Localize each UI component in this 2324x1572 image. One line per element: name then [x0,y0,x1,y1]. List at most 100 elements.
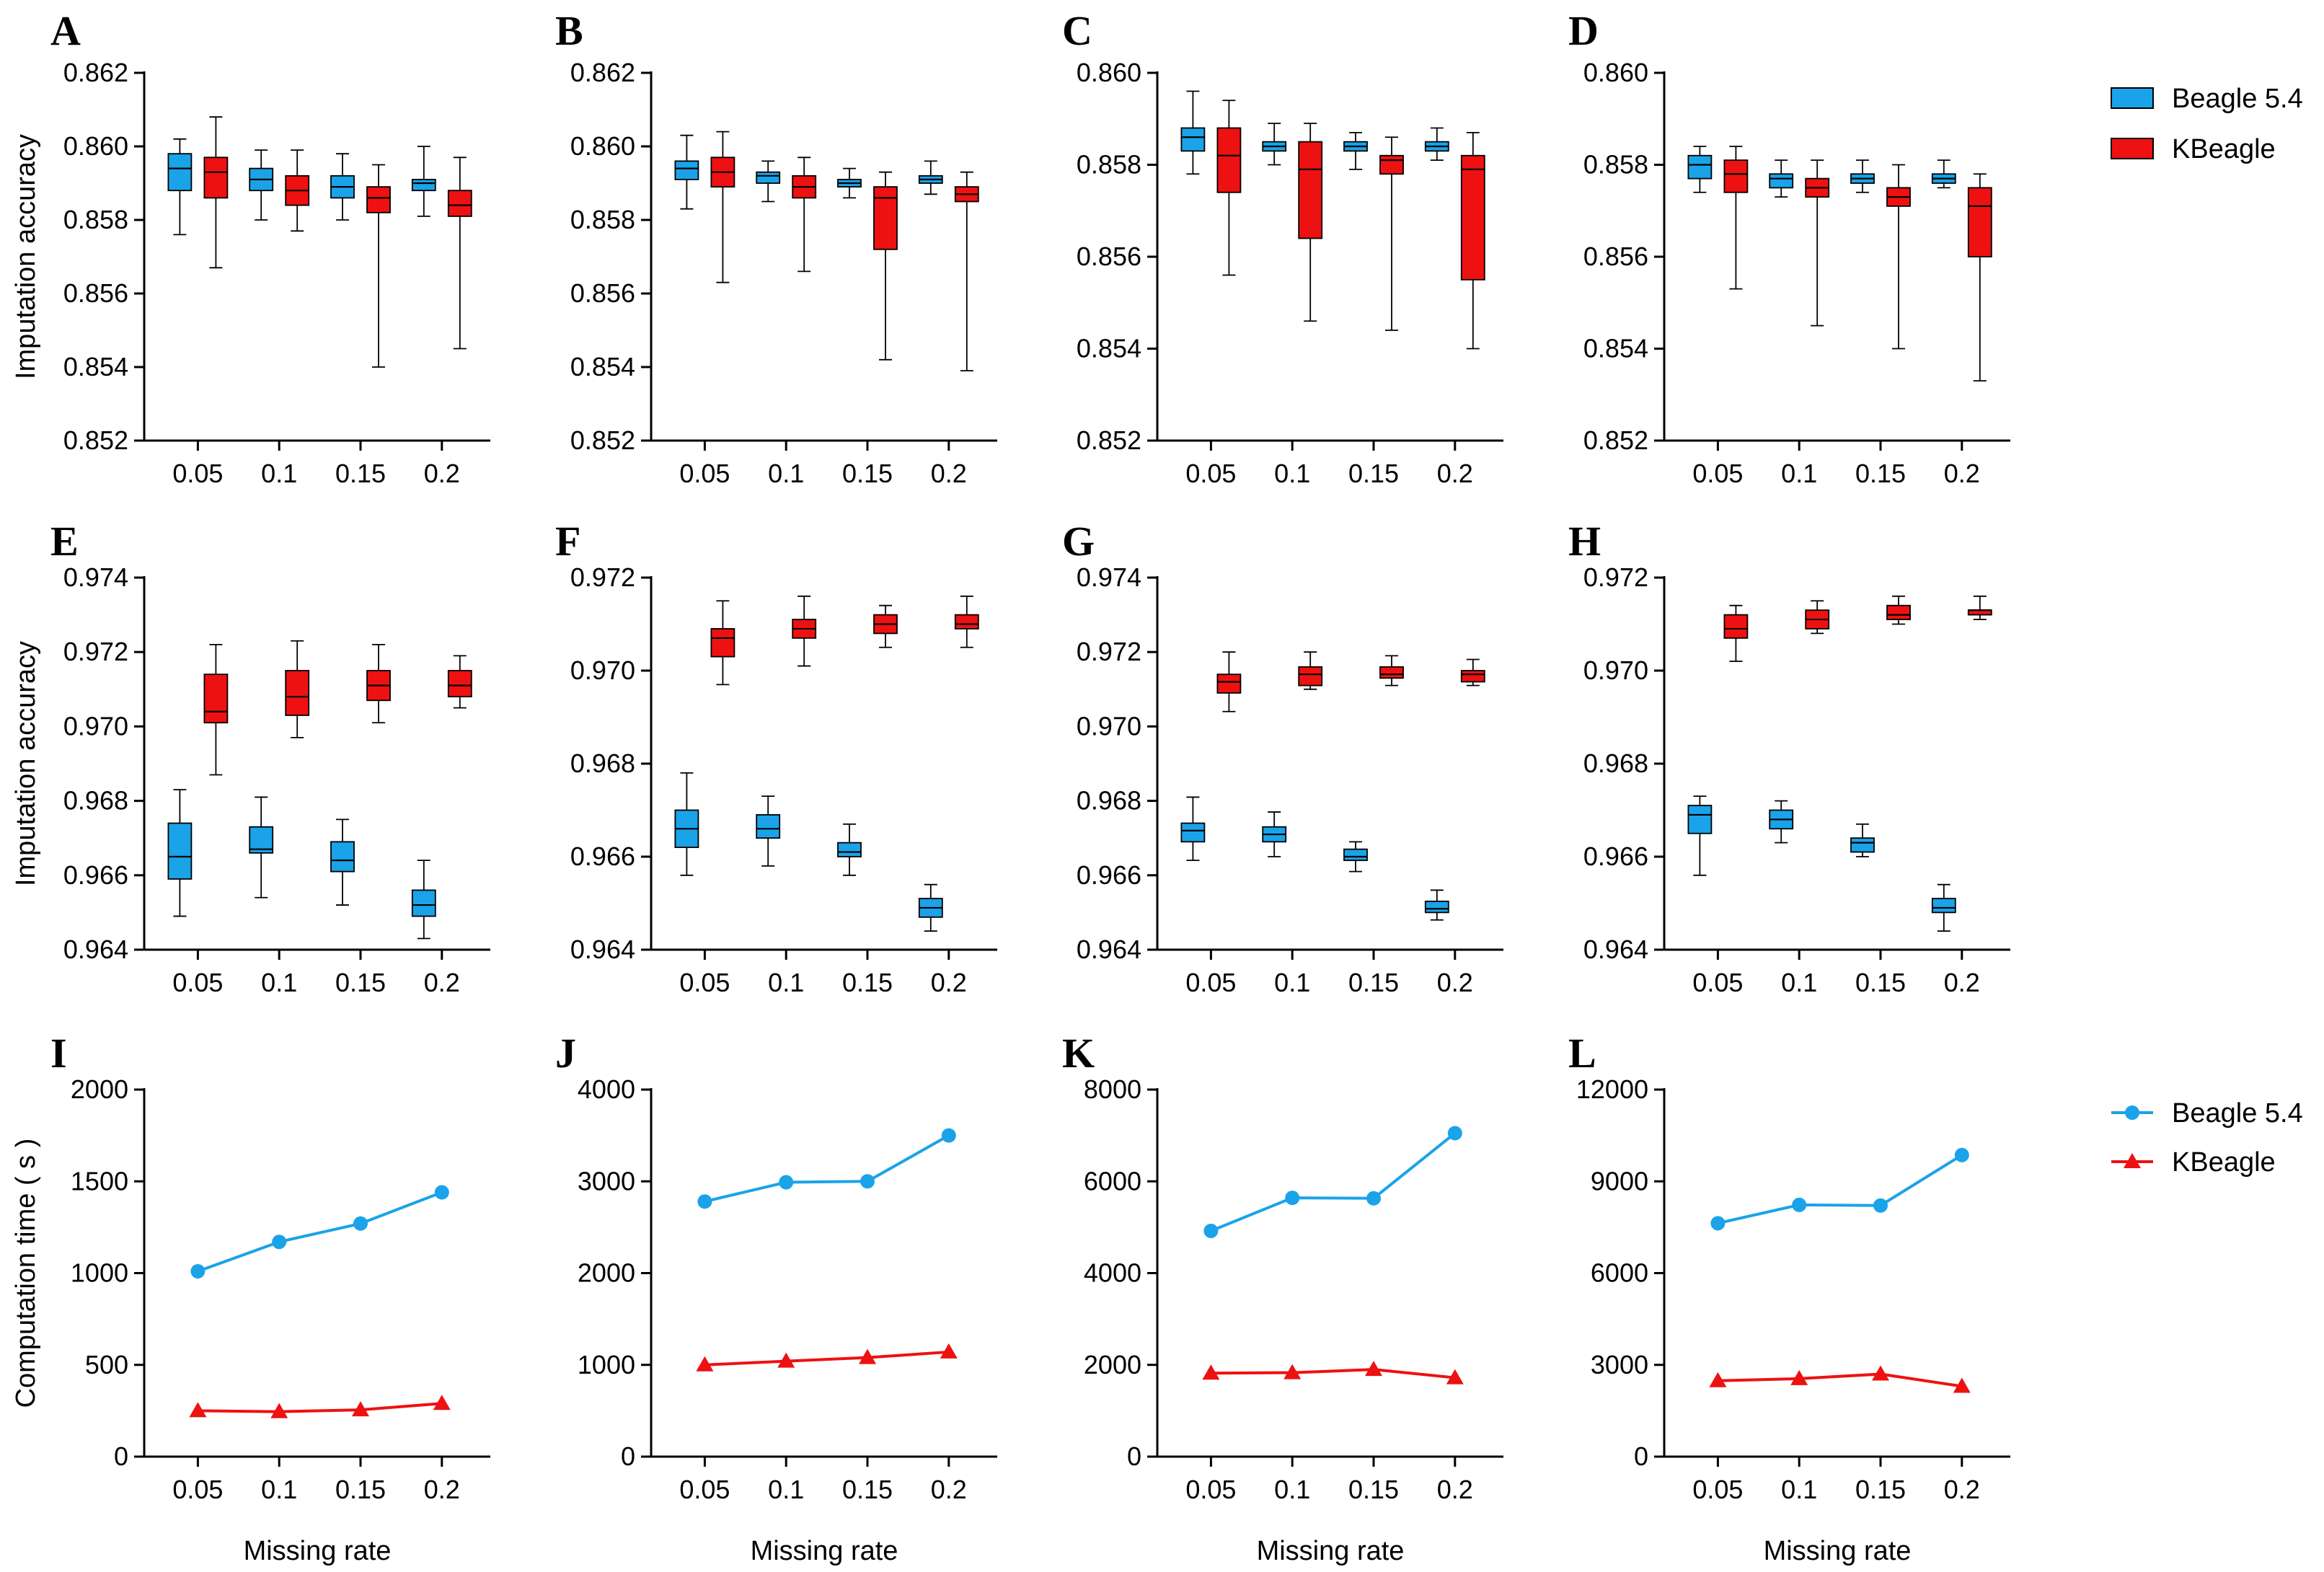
y-tick-label: 1000 [578,1350,635,1379]
x-tick-label: 0.15 [842,1475,893,1504]
kbeagle-point [1365,1361,1382,1377]
kbeagle-point [859,1348,876,1364]
box-body [1424,901,1449,914]
y-tick-label: 0.856 [570,278,635,308]
y-tick-label: 0.964 [63,935,128,964]
beagle-box [1931,159,1956,189]
beagle-box [1850,823,1875,857]
x-tick-label: 0.2 [931,459,967,488]
x-tick-label: 0.05 [1185,968,1236,997]
y-tick-label: 0.854 [1077,334,1141,363]
box-body [203,156,229,199]
kbeagle-box [710,600,735,686]
y-tick-label: 0.964 [1077,935,1141,964]
box-body [447,670,472,698]
kbeagle-box [1886,595,1911,625]
legend-kbeagle-swatch [2111,138,2154,159]
kbeagle-point [1202,1364,1220,1380]
legend-beagle-marker [2125,1105,2139,1120]
beagle-box [1180,90,1206,175]
box-body [1180,822,1206,843]
y-tick-label: 0.854 [63,352,128,381]
panel-D: D 0.852 0.854 0.856 0.858 0.860 0.05 0.1 0.15 0.2 [1568,7,2010,488]
kbeagle-point [1283,1364,1302,1379]
legend-kbeagle-marker [2124,1153,2141,1168]
y-tick-label: 4000 [1084,1258,1141,1288]
x-axis-title: Missing rate [1257,1536,1405,1566]
panel-C: C 0.852 0.854 0.856 0.858 0.860 0.05 0.1 0.15 0.2 [1062,7,1503,488]
box-body [873,186,898,250]
box-body [1379,666,1404,679]
x-tick-label: 0.1 [261,968,297,997]
x-tick-label: 0.15 [335,459,386,488]
y-tick-label: 0.972 [1583,562,1648,592]
y-tick-label: 0.856 [63,278,128,308]
kbeagle-box [1298,651,1323,690]
x-tick-label: 0.2 [931,968,967,997]
x-tick-label: 0.2 [424,459,460,488]
beagle-point [1710,1216,1726,1231]
panel-A: A 0.852 0.854 0.856 0.858 0.860 0.862 0.05 0.1 0.… [11,7,490,488]
y-tick-label: 0.854 [570,352,635,381]
y-tick-label: 1000 [71,1258,128,1288]
y-tick-label: 0.858 [1077,150,1141,180]
beagle-box [330,153,355,221]
x-tick-label: 0.05 [1185,459,1236,488]
y-tick-label: 0.856 [1583,242,1648,271]
panel-letter: C [1062,7,1092,54]
panel-F: F 0.964 0.966 0.968 0.970 0.972 0.05 0.1 0.15 0.2 [555,518,997,997]
beagle-box [167,789,193,917]
y-tick-label: 0.852 [1583,425,1648,455]
y-tick-label: 0.860 [1583,58,1648,87]
panel-letter: G [1062,518,1095,565]
y-tick-label: 0.858 [570,205,635,234]
box-body [285,670,310,716]
x-tick-label: 0.1 [1781,1475,1817,1504]
y-tick-label: 0.970 [1077,711,1141,741]
box-body [203,674,229,724]
beagle-box [1343,131,1368,170]
beagle-point [1954,1147,1969,1162]
y-tick-label: 0.852 [570,425,635,455]
beagle-box [1424,127,1449,162]
beagle-point [779,1175,794,1190]
beagle-point [272,1235,287,1250]
y-tick-label: 0.860 [1077,58,1141,87]
beagle-box [837,823,862,876]
x-tick-label: 0.2 [1437,968,1473,997]
box-body [674,160,699,180]
kbeagle-line [1718,1372,1963,1388]
beagle-point [1203,1223,1219,1238]
x-tick-label: 0.15 [1348,968,1399,997]
y-tick-label: 0.972 [570,562,635,592]
beagle-box [1931,883,1956,932]
kbeagle-box [1460,131,1485,350]
y-tick-label: 0.968 [570,749,635,778]
y-tick-label: 0.974 [63,562,128,592]
x-tick-label: 0.2 [1944,459,1980,488]
kbeagle-box [1379,655,1404,686]
box-body [954,614,979,630]
box-body [1723,159,1749,193]
box-body [1298,666,1323,686]
beagle-line [197,1191,443,1273]
box-body [1180,127,1206,152]
x-tick-label: 0.05 [679,968,730,997]
kbeagle-box [1460,658,1485,686]
kbeagle-line [1211,1368,1456,1379]
beagle-point [1366,1191,1381,1206]
beagle-box [411,146,436,217]
y-tick-label: 0.858 [63,205,128,234]
x-tick-label: 0.05 [679,459,730,488]
kbeagle-box [1216,651,1242,712]
y-tick-label: 0.970 [63,711,128,741]
beagle-box [1180,796,1206,862]
beagle-box [167,138,193,236]
x-tick-label: 0.05 [172,968,223,997]
kbeagle-box [1886,164,1911,350]
panel-E: E 0.964 0.966 0.968 0.970 0.972 0.974 0.05 0.1 0.… [11,518,490,997]
x-tick-label: 0.05 [172,1475,223,1504]
box-body [411,889,436,917]
panel-G: G 0.964 0.966 0.968 0.970 0.972 0.974 0.05 0.1 0.… [1062,518,1503,997]
box-body [1216,127,1242,193]
